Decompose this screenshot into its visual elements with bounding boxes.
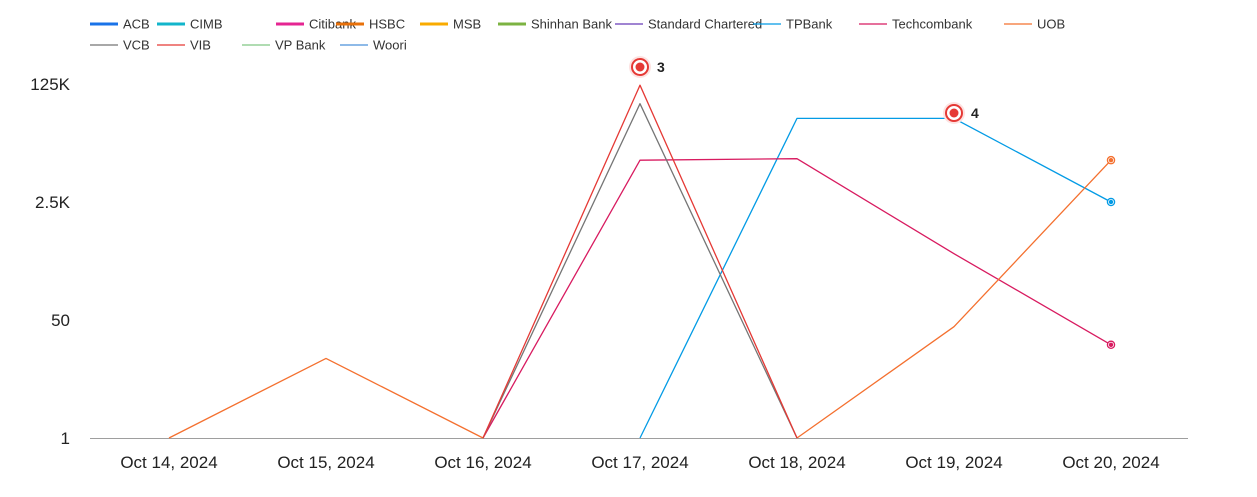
legend-label: CIMB: [190, 17, 223, 32]
x-tick-label: Oct 19, 2024: [905, 453, 1002, 472]
y-tick-label: 2.5K: [35, 193, 71, 212]
end-point-dot: [1108, 199, 1114, 205]
x-tick-label: Oct 16, 2024: [434, 453, 531, 472]
x-tick-label: Oct 15, 2024: [277, 453, 374, 472]
annotation-label: 3: [657, 59, 665, 75]
plot-area: [168, 84, 1116, 439]
series-line: [796, 159, 1112, 439]
series-line: [168, 357, 484, 439]
legend-item-msb: MSB: [420, 17, 481, 32]
series-vib: [482, 84, 798, 439]
legend-label: Woori: [373, 38, 407, 53]
legend-label: VIB: [190, 38, 211, 53]
axes: 1 50 2.5K 125K Oct 14, 2024 Oct 15, 2024 Oct 1…: [30, 75, 1188, 472]
legend-item-uob: UOB: [1004, 17, 1065, 32]
x-tick-label: Oct 17, 2024: [591, 453, 688, 472]
series-line: [482, 158, 1112, 439]
end-point-dot: [1108, 157, 1114, 163]
legend-label: Techcombank: [892, 17, 973, 32]
legend-item-citibank: Citibank: [276, 17, 356, 32]
annotation-marker-3: 3: [629, 56, 665, 78]
legend-label: Citibank: [309, 17, 356, 32]
annotation-marker-4: 4: [943, 102, 979, 124]
legend-item-vcb: VCB: [90, 38, 150, 53]
legend-label: VCB: [123, 38, 150, 53]
series-line: [482, 84, 798, 439]
legend-item-acb: ACB: [90, 17, 150, 32]
y-tick-label: 125K: [30, 75, 70, 94]
x-tick-label: Oct 18, 2024: [748, 453, 845, 472]
legend-label: Shinhan Bank: [531, 17, 612, 32]
legend-label: ACB: [123, 17, 150, 32]
legend-label: VP Bank: [275, 38, 326, 53]
end-point-dot: [1108, 342, 1114, 347]
series-line: [482, 103, 798, 439]
legend-item-tpbank: TPBank: [753, 17, 833, 32]
legend-label: HSBC: [369, 17, 405, 32]
series-uob: [168, 155, 1116, 439]
legend-item-hsbc: HSBC: [336, 17, 405, 32]
x-tick-label: Oct 14, 2024: [120, 453, 217, 472]
legend-label: MSB: [453, 17, 481, 32]
legend-item-techcombank: Techcombank: [859, 17, 973, 32]
legend-item-vp-bank: VP Bank: [242, 38, 326, 53]
legend-item-woori: Woori: [340, 38, 407, 53]
y-tick-label: 50: [51, 311, 70, 330]
legend: ACB CIMB Citibank HSBC MSB Shinhan Bank Standa…: [90, 17, 1065, 53]
y-tick-label: 1: [61, 429, 70, 448]
legend-item-shinhan-bank: Shinhan Bank: [498, 17, 612, 32]
legend-label: Standard Chartered: [648, 17, 762, 32]
legend-item-vib: VIB: [157, 38, 211, 53]
series-tpbank: [639, 117, 1116, 439]
legend-label: TPBank: [786, 17, 833, 32]
series-line: [639, 117, 1112, 439]
legend-item-cimb: CIMB: [157, 17, 223, 32]
legend-label: UOB: [1037, 17, 1065, 32]
annotation-label: 4: [971, 105, 979, 121]
annotations: 34: [629, 56, 979, 124]
series-techcombank: [482, 158, 1116, 439]
annotation-dot: [949, 108, 959, 118]
annotation-dot: [635, 62, 645, 72]
series-vcb: [482, 103, 798, 439]
x-tick-label: Oct 20, 2024: [1062, 453, 1159, 472]
legend-item-standard-chartered: Standard Chartered: [615, 17, 762, 32]
